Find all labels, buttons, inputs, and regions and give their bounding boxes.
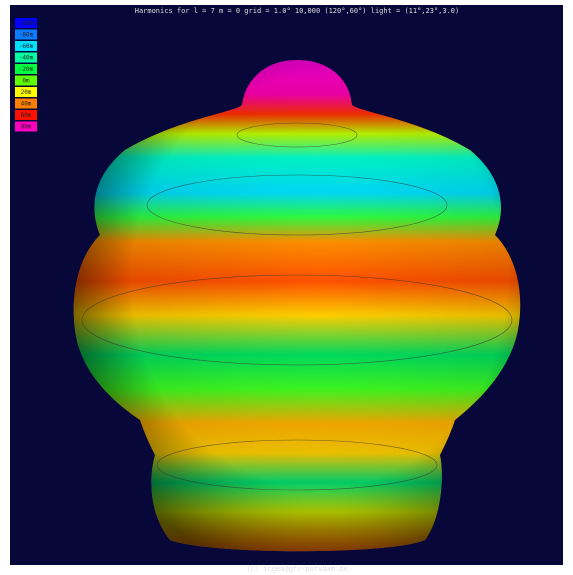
legend-label: -20m	[19, 66, 34, 73]
footer: (C) icgem@gfz-potsdam.de	[246, 565, 347, 573]
legend-label: 20m	[21, 89, 32, 96]
title: Harmonics for l = 7 m = 0 grid = 1.0° 10…	[135, 7, 460, 15]
legend-label: -80m	[19, 32, 34, 39]
page: Harmonics for l = 7 m = 0 grid = 1.0° 10…	[0, 0, 573, 575]
legend-label: 40m	[21, 101, 32, 108]
legend-label: -100m	[17, 20, 35, 27]
legend-label: -40m	[19, 55, 34, 62]
screenshot: Harmonics for l = 7 m = 0 grid = 1.0° 10…	[0, 0, 573, 575]
legend-label: -60m	[19, 43, 34, 50]
legend-label: 60m	[21, 112, 32, 119]
legend-label: 80m	[21, 124, 32, 131]
legend-label: 0m	[22, 78, 30, 85]
